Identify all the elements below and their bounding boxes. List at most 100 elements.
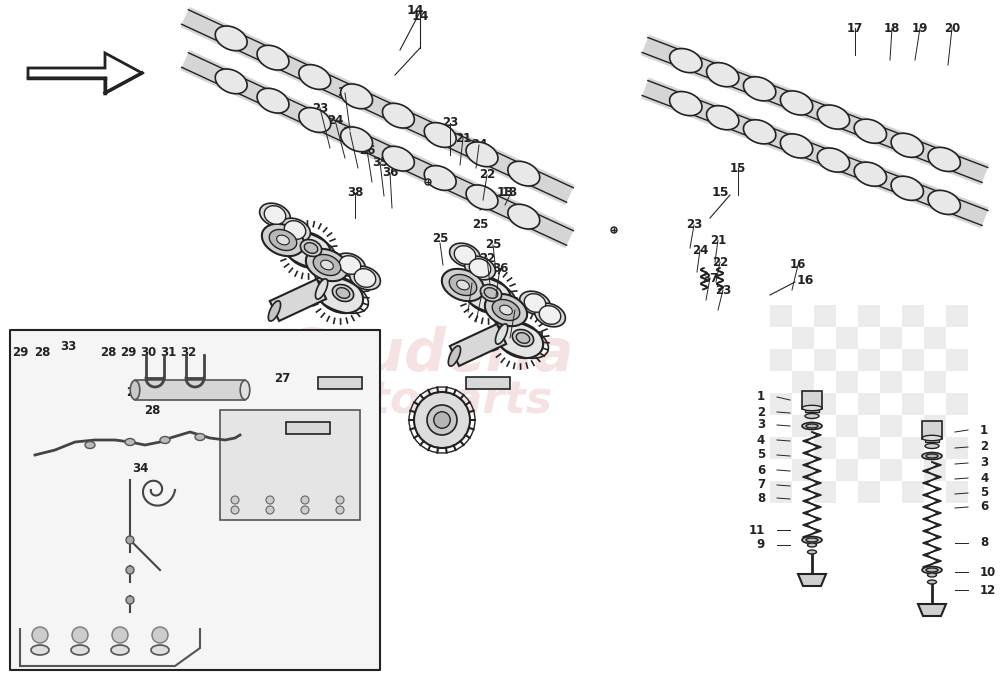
- Ellipse shape: [268, 301, 281, 321]
- Ellipse shape: [257, 88, 289, 113]
- Text: 12: 12: [980, 584, 996, 597]
- Ellipse shape: [466, 142, 498, 167]
- Text: Scuderia: Scuderia: [286, 327, 574, 384]
- Text: 14: 14: [406, 3, 424, 16]
- Text: 3: 3: [757, 418, 765, 431]
- Ellipse shape: [262, 224, 304, 256]
- Text: 6: 6: [757, 464, 765, 477]
- Ellipse shape: [713, 111, 732, 125]
- Text: 33: 33: [60, 340, 76, 353]
- Ellipse shape: [347, 132, 366, 146]
- Bar: [792, 459, 814, 481]
- Ellipse shape: [215, 69, 247, 94]
- Circle shape: [112, 627, 128, 643]
- Bar: [902, 305, 924, 327]
- Ellipse shape: [341, 127, 373, 152]
- Ellipse shape: [484, 287, 498, 298]
- Ellipse shape: [304, 243, 318, 254]
- Text: 20: 20: [944, 22, 960, 35]
- Ellipse shape: [508, 161, 540, 186]
- Text: 24: 24: [692, 243, 708, 256]
- Ellipse shape: [473, 147, 491, 161]
- Bar: [922, 421, 942, 439]
- Ellipse shape: [670, 92, 702, 116]
- Bar: [836, 371, 858, 393]
- Bar: [770, 349, 792, 371]
- Text: 31: 31: [160, 346, 176, 359]
- Ellipse shape: [891, 133, 923, 157]
- Ellipse shape: [264, 205, 286, 224]
- Ellipse shape: [743, 120, 776, 144]
- Ellipse shape: [922, 452, 942, 460]
- Bar: [792, 327, 814, 349]
- Bar: [858, 349, 880, 371]
- Bar: [10, 330, 380, 670]
- Ellipse shape: [457, 280, 469, 290]
- Text: 16: 16: [797, 273, 814, 287]
- Circle shape: [301, 496, 309, 504]
- Text: 23: 23: [715, 283, 731, 296]
- Bar: [836, 327, 858, 349]
- Text: 22: 22: [479, 252, 495, 264]
- Ellipse shape: [341, 84, 373, 108]
- Polygon shape: [466, 377, 510, 389]
- Ellipse shape: [431, 127, 450, 142]
- Ellipse shape: [389, 108, 408, 123]
- Ellipse shape: [512, 330, 534, 346]
- Text: 6: 6: [980, 500, 988, 513]
- Ellipse shape: [465, 277, 511, 313]
- Ellipse shape: [431, 171, 450, 185]
- Ellipse shape: [151, 645, 169, 655]
- Ellipse shape: [317, 277, 363, 313]
- Ellipse shape: [260, 203, 290, 227]
- Bar: [858, 481, 880, 503]
- Ellipse shape: [824, 110, 843, 124]
- Text: 38: 38: [507, 304, 523, 317]
- Ellipse shape: [861, 124, 880, 138]
- Bar: [924, 371, 946, 393]
- Circle shape: [231, 496, 239, 504]
- Ellipse shape: [269, 229, 297, 250]
- Bar: [220, 410, 360, 520]
- Ellipse shape: [454, 245, 476, 264]
- Ellipse shape: [780, 134, 813, 158]
- Text: 25: 25: [472, 218, 488, 231]
- Ellipse shape: [313, 254, 341, 275]
- Ellipse shape: [466, 185, 498, 210]
- Text: 32: 32: [180, 346, 196, 359]
- Ellipse shape: [670, 49, 702, 73]
- Ellipse shape: [285, 232, 331, 268]
- Ellipse shape: [284, 221, 306, 239]
- Ellipse shape: [676, 96, 695, 111]
- Circle shape: [434, 412, 450, 428]
- Ellipse shape: [71, 645, 89, 655]
- Ellipse shape: [126, 566, 134, 574]
- Ellipse shape: [305, 70, 324, 84]
- Ellipse shape: [898, 181, 917, 195]
- Ellipse shape: [126, 536, 134, 544]
- Text: 2: 2: [757, 405, 765, 418]
- Ellipse shape: [922, 435, 942, 441]
- Ellipse shape: [928, 580, 936, 584]
- Bar: [770, 481, 792, 503]
- Bar: [770, 437, 792, 459]
- Ellipse shape: [332, 285, 354, 302]
- Ellipse shape: [382, 103, 414, 128]
- Bar: [814, 481, 836, 503]
- Polygon shape: [798, 574, 826, 586]
- Ellipse shape: [257, 45, 289, 70]
- Polygon shape: [450, 324, 506, 366]
- Text: 27: 27: [274, 372, 290, 384]
- Ellipse shape: [928, 573, 936, 577]
- Polygon shape: [918, 604, 946, 616]
- Ellipse shape: [928, 191, 960, 214]
- Bar: [902, 393, 924, 415]
- Ellipse shape: [111, 645, 129, 655]
- Ellipse shape: [382, 146, 414, 171]
- Text: 37: 37: [337, 87, 353, 100]
- Ellipse shape: [495, 324, 508, 344]
- Bar: [802, 391, 822, 409]
- Ellipse shape: [222, 31, 241, 45]
- Bar: [814, 437, 836, 459]
- Ellipse shape: [449, 275, 477, 296]
